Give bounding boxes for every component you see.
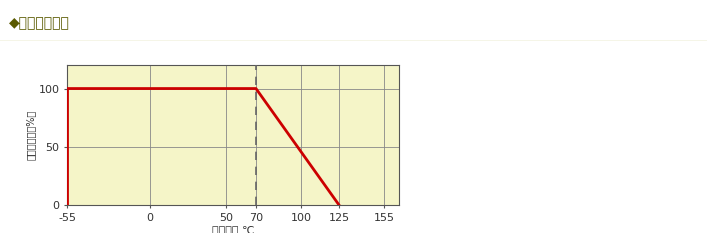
Text: ◆負荷軽減特性: ◆負荷軽減特性 xyxy=(8,17,69,31)
X-axis label: 周囲温度 ℃: 周囲温度 ℃ xyxy=(212,226,255,233)
Y-axis label: 定格電力比（%）: 定格電力比（%） xyxy=(25,110,36,160)
